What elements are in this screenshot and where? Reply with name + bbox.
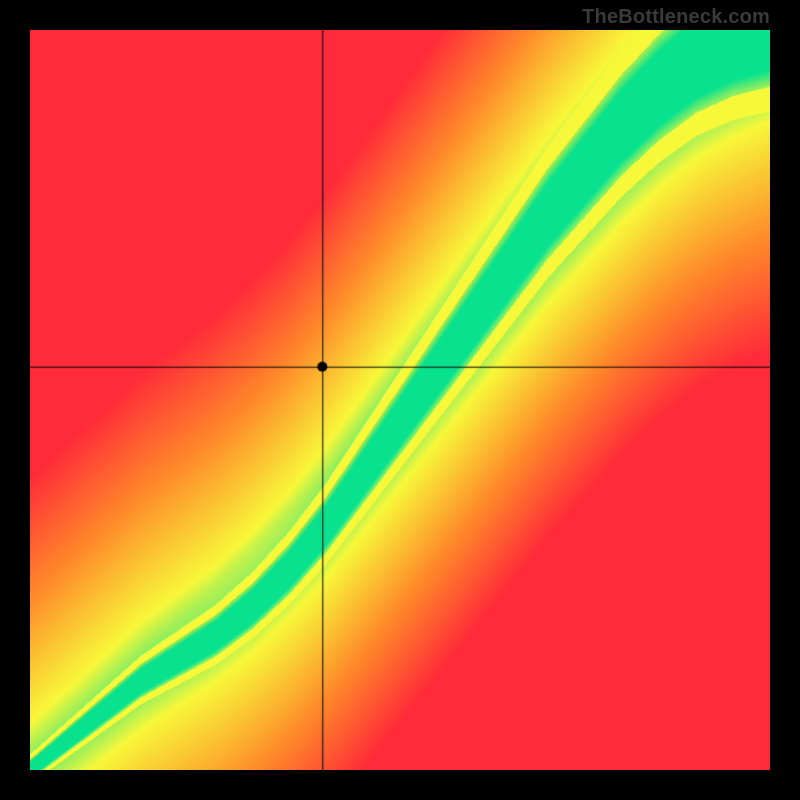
watermark-text: TheBottleneck.com [582,6,770,29]
chart-container: TheBottleneck.com [0,0,800,800]
plot-area [30,30,770,770]
heatmap-canvas [30,30,770,770]
